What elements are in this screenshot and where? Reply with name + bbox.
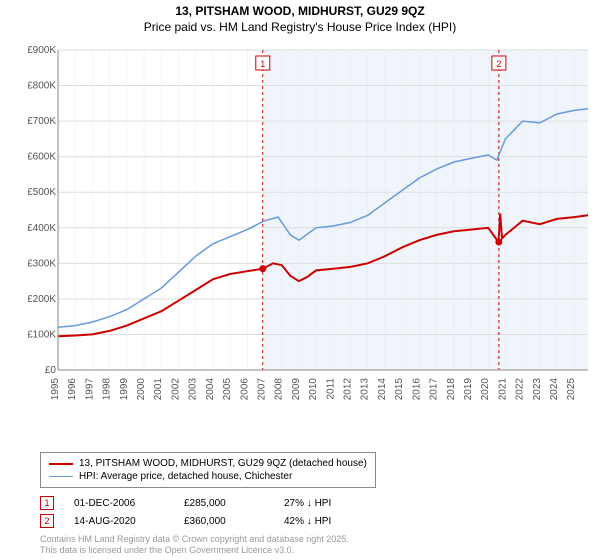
svg-text:1995: 1995: [50, 378, 61, 401]
svg-text:2006: 2006: [239, 378, 250, 401]
svg-text:2016: 2016: [411, 378, 422, 401]
svg-text:2021: 2021: [497, 378, 508, 401]
legend-box: 13, PITSHAM WOOD, MIDHURST, GU29 9QZ (de…: [40, 452, 376, 488]
svg-text:2013: 2013: [360, 378, 371, 401]
svg-text:1999: 1999: [119, 378, 130, 401]
svg-text:2012: 2012: [343, 378, 354, 401]
svg-text:£700K: £700K: [28, 116, 56, 127]
legend-swatch-price: [49, 463, 73, 465]
svg-text:2000: 2000: [136, 378, 147, 401]
svg-text:2025: 2025: [566, 378, 577, 401]
attribution-line2: This data is licensed under the Open Gov…: [40, 545, 349, 556]
title-address: 13, PITSHAM WOOD, MIDHURST, GU29 9QZ: [0, 4, 600, 20]
marker-date: 01-DEC-2006: [74, 498, 164, 509]
legend-label-hpi: HPI: Average price, detached house, Chic…: [79, 471, 292, 482]
marker-price: £360,000: [184, 516, 264, 527]
svg-text:£300K: £300K: [28, 258, 56, 269]
title-subtitle: Price paid vs. HM Land Registry's House …: [0, 20, 600, 36]
svg-text:2005: 2005: [222, 378, 233, 401]
marker-box-icon: 1: [40, 496, 54, 510]
svg-text:£500K: £500K: [28, 187, 56, 198]
svg-text:2015: 2015: [394, 378, 405, 401]
svg-text:£200K: £200K: [28, 294, 56, 305]
svg-text:1998: 1998: [102, 378, 113, 401]
chart-area: £0 £100K £200K £300K £400K £500K £600K £700K £80…: [28, 44, 592, 414]
svg-text:2007: 2007: [256, 378, 267, 401]
marker-hpi: 42% ↓ HPI: [284, 516, 364, 527]
marker-row: 1 01-DEC-2006 £285,000 27% ↓ HPI: [40, 494, 364, 512]
legend-row: 13, PITSHAM WOOD, MIDHURST, GU29 9QZ (de…: [49, 457, 367, 470]
svg-text:2020: 2020: [480, 378, 491, 401]
svg-text:2014: 2014: [377, 378, 388, 401]
svg-text:£900K: £900K: [28, 45, 56, 56]
svg-text:2019: 2019: [463, 378, 474, 401]
svg-text:2018: 2018: [446, 378, 457, 401]
svg-text:2017: 2017: [429, 378, 440, 401]
attribution-line1: Contains HM Land Registry data © Crown c…: [40, 534, 349, 545]
svg-text:2022: 2022: [515, 378, 526, 401]
marker-table: 1 01-DEC-2006 £285,000 27% ↓ HPI 2 14-AU…: [40, 494, 364, 530]
marker-box-icon: 2: [40, 514, 54, 528]
svg-text:2024: 2024: [549, 378, 560, 401]
svg-text:£100K: £100K: [28, 329, 56, 340]
marker-row: 2 14-AUG-2020 £360,000 42% ↓ HPI: [40, 512, 364, 530]
marker-date: 14-AUG-2020: [74, 516, 164, 527]
chart-container: 13, PITSHAM WOOD, MIDHURST, GU29 9QZ Pri…: [0, 0, 600, 560]
svg-text:1: 1: [260, 59, 265, 69]
legend-label-price: 13, PITSHAM WOOD, MIDHURST, GU29 9QZ (de…: [79, 458, 367, 469]
svg-text:£400K: £400K: [28, 223, 56, 234]
svg-text:2004: 2004: [205, 378, 216, 401]
legend-row: HPI: Average price, detached house, Chic…: [49, 470, 367, 483]
svg-text:2: 2: [496, 59, 501, 69]
svg-text:£600K: £600K: [28, 152, 56, 163]
svg-text:2003: 2003: [188, 378, 199, 401]
svg-text:2010: 2010: [308, 378, 319, 401]
svg-text:2002: 2002: [170, 378, 181, 401]
legend-swatch-hpi: [49, 476, 73, 478]
svg-text:2023: 2023: [532, 378, 543, 401]
svg-text:2008: 2008: [274, 378, 285, 401]
attribution: Contains HM Land Registry data © Crown c…: [40, 534, 349, 556]
svg-text:1996: 1996: [67, 378, 78, 401]
svg-text:£800K: £800K: [28, 81, 56, 92]
svg-text:2009: 2009: [291, 378, 302, 401]
svg-text:£0: £0: [45, 365, 57, 376]
svg-text:1997: 1997: [84, 378, 95, 401]
title-block: 13, PITSHAM WOOD, MIDHURST, GU29 9QZ Pri…: [0, 0, 600, 35]
svg-text:2001: 2001: [153, 378, 164, 401]
marker-hpi: 27% ↓ HPI: [284, 498, 364, 509]
marker-price: £285,000: [184, 498, 264, 509]
chart-svg: £0 £100K £200K £300K £400K £500K £600K £700K £80…: [28, 44, 592, 414]
svg-text:2011: 2011: [325, 378, 336, 400]
